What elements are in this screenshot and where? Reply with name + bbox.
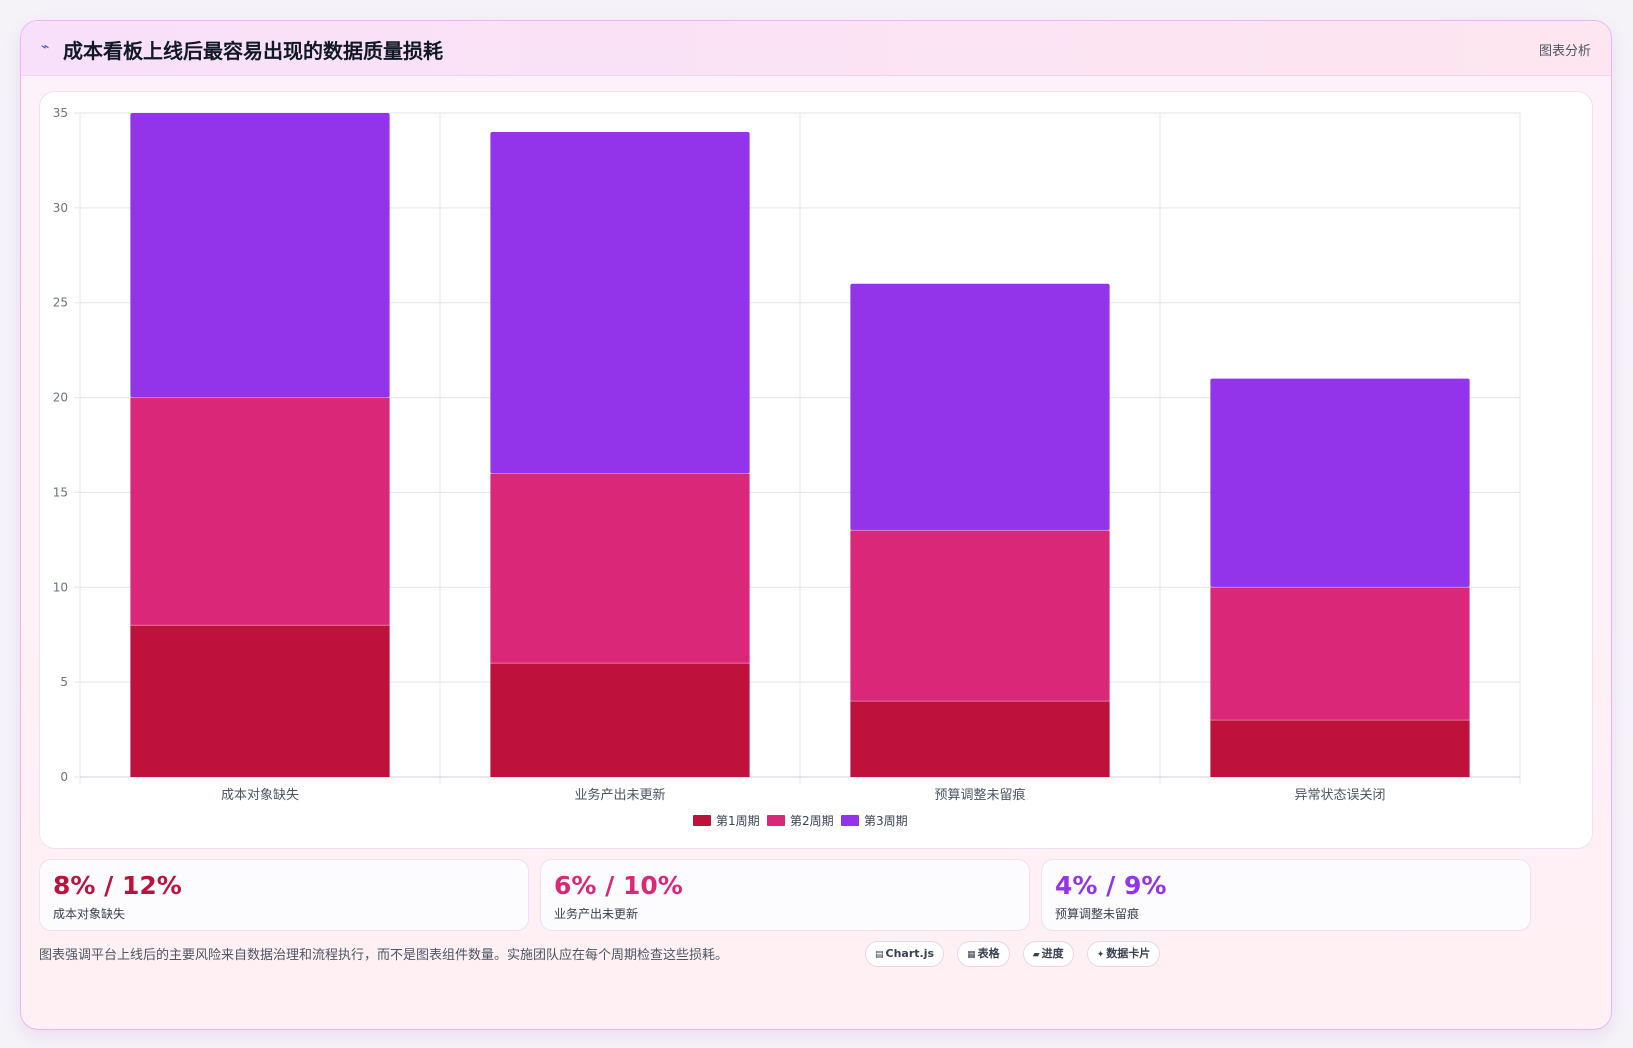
legend-label: 第1周期 — [716, 814, 760, 828]
footnote: 图表强调平台上线后的主要风险来自数据治理和流程执行，而不是图表组件数量。实施团队… — [39, 948, 729, 963]
tag-label: 表格 — [977, 947, 1000, 960]
stat-value: 4% / 9% — [1055, 871, 1167, 900]
x-tick-label: 业务产出未更新 — [574, 787, 665, 803]
tag-chartjs[interactable]: ▤ Chart.js — [865, 941, 945, 967]
stat-cards: 8% / 12% 成本对象缺失 6% / 10% 业务产出未更新 4% / 9%… — [39, 859, 1591, 931]
stat-value: 6% / 10% — [554, 871, 683, 900]
stat-card-2: 6% / 10% 业务产出未更新 — [540, 859, 1030, 931]
bar-segment — [1210, 720, 1470, 777]
legend-label: 第3周期 — [864, 814, 908, 828]
bar-segment — [130, 397, 390, 626]
y-tick-label: 25 — [53, 296, 68, 310]
bar-segment — [490, 131, 750, 474]
bar-segment — [1210, 587, 1470, 721]
legend-swatch — [841, 815, 859, 826]
stat-label: 业务产出未更新 — [554, 907, 639, 921]
stat-label: 成本对象缺失 — [53, 907, 126, 921]
pulse-icon: ⌁ — [41, 39, 50, 55]
bar-segment — [1210, 378, 1470, 588]
bar-segment — [490, 663, 750, 777]
stacked-bar-chart: 0 5 10 15 20 25 30 35 成本对象缺失 业务产出未更新 预算调整未留痕 异常状态误关… — [53, 106, 1521, 828]
page-title: 成本看板上线后最容易出现的数据质量损耗 — [63, 39, 443, 63]
x-tick-label: 成本对象缺失 — [221, 788, 299, 803]
tag-label: Chart.js — [885, 947, 935, 960]
bar-segment — [850, 701, 1110, 777]
tag-label: 数据卡片 — [1106, 947, 1151, 960]
x-tick-label: 异常状态误关闭 — [1294, 788, 1385, 803]
bar-segment — [850, 283, 1110, 531]
tag-table[interactable]: ▦ 表格 — [957, 941, 1010, 967]
y-tick-label: 30 — [53, 201, 68, 215]
y-tick-label: 10 — [53, 580, 68, 594]
panel-header: ⌁ 成本看板上线后最容易出现的数据质量损耗 图表分析 — [21, 21, 1611, 76]
y-tick-label: 15 — [53, 485, 68, 499]
stat-card-3: 4% / 9% 预算调整未留痕 — [1041, 859, 1531, 931]
table-icon: ▦ — [967, 950, 976, 960]
legend-swatch — [693, 815, 711, 826]
bar-segment — [490, 473, 750, 664]
legend-label: 第2周期 — [790, 814, 834, 828]
chart-analysis-link[interactable]: 图表分析 — [1538, 44, 1591, 59]
tag-data-card[interactable]: ✦ 数据卡片 — [1086, 941, 1161, 967]
stat-value: 8% / 12% — [53, 871, 182, 900]
bar-segment — [850, 530, 1110, 702]
y-tick-label: 20 — [53, 391, 68, 405]
chart-card: 0 5 10 15 20 25 30 35 成本对象缺失 业务产出未更新 预算调整未留痕 异常状态误关… — [39, 91, 1593, 849]
stat-label: 预算调整未留痕 — [1055, 907, 1140, 921]
progress-icon: ▰ — [1032, 950, 1040, 960]
tag-list: ▤ Chart.js ▦ 表格 ▰ 进度 ✦ 数据卡片 — [865, 941, 1168, 969]
bar-segment — [130, 625, 390, 777]
bar-segment — [130, 113, 390, 398]
tag-progress[interactable]: ▰ 进度 — [1022, 941, 1074, 967]
y-tick-label: 5 — [60, 675, 68, 689]
chart-panel: ⌁ 成本看板上线后最容易出现的数据质量损耗 图表分析 0 5 10 15 20 25 30 3… — [20, 20, 1612, 1030]
stat-card-1: 8% / 12% 成本对象缺失 — [39, 859, 529, 931]
y-tick-label: 35 — [53, 106, 68, 120]
tag-label: 进度 — [1041, 947, 1064, 960]
legend-swatch — [767, 815, 785, 826]
x-tick-label: 预算调整未留痕 — [934, 787, 1025, 803]
chart-icon: ▤ — [875, 950, 884, 960]
sparkle-icon: ✦ — [1096, 950, 1105, 960]
y-tick-label: 0 — [60, 770, 68, 784]
